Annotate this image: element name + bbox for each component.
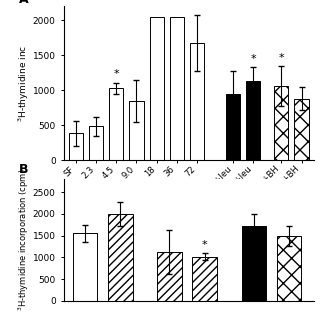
Bar (149, 17, 164, 160)
Bar (294, 99, 308, 160)
Bar (129, 101, 143, 160)
Bar (226, 94, 240, 160)
Text: *: * (251, 54, 256, 64)
Bar (73, 234, 97, 301)
Text: *: * (202, 240, 207, 251)
Text: B: B (19, 163, 28, 176)
Bar (242, 226, 266, 301)
Text: A: A (19, 0, 29, 6)
Bar (109, 88, 124, 160)
Bar (274, 86, 288, 160)
Bar (192, 257, 217, 301)
Bar (69, 133, 83, 160)
Text: *: * (114, 69, 119, 79)
Bar (170, 17, 184, 160)
Text: Tryptase(T) mU/ml: Tryptase(T) mU/ml (95, 207, 178, 216)
Y-axis label: $^3$H-thymidine incorporation (cpm): $^3$H-thymidine incorporation (cpm) (17, 169, 31, 311)
Bar (190, 43, 204, 160)
Text: *: * (279, 53, 284, 63)
Y-axis label: $^3$H-thymidine inc: $^3$H-thymidine inc (17, 45, 31, 122)
Bar (277, 236, 301, 301)
Bar (108, 214, 132, 301)
Bar (246, 81, 260, 160)
Bar (157, 252, 182, 301)
Bar (89, 126, 103, 160)
